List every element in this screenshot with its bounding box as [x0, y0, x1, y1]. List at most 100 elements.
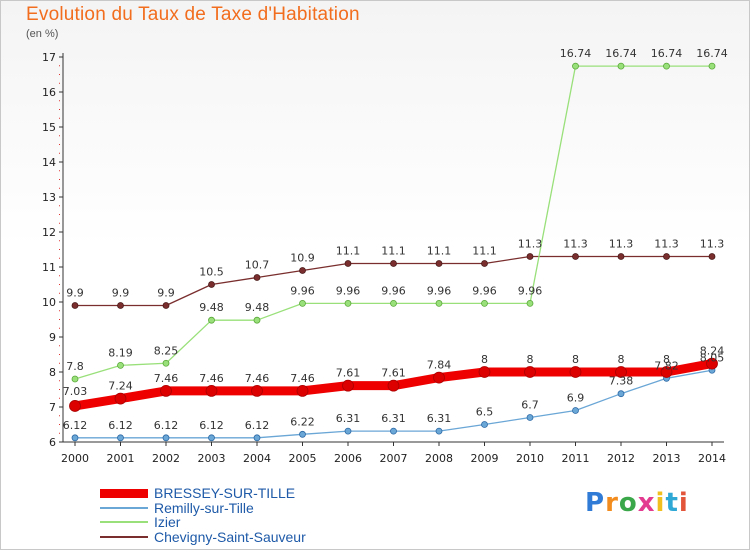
data-label: 11.1 — [336, 245, 361, 258]
data-point — [526, 299, 534, 307]
data-point — [481, 421, 488, 428]
x-tick-label: 2008 — [425, 452, 453, 465]
legend: BRESSEY-SUR-TILLE Remilly-sur-Tille Izier C… — [100, 486, 306, 544]
data-label: 10.9 — [290, 252, 315, 265]
data-label: 7.03 — [63, 385, 88, 398]
y-tick-label: 14 — [42, 156, 56, 169]
data-label: 9.9 — [157, 287, 175, 300]
y-tick-label: 7 — [49, 401, 56, 414]
data-point — [706, 357, 718, 370]
x-tick-label: 2011 — [562, 452, 590, 465]
data-point — [435, 260, 443, 267]
x-tick-label: 2000 — [61, 452, 89, 465]
data-label: 6.31 — [427, 412, 452, 425]
data-label: 16.74 — [560, 47, 592, 60]
data-point — [435, 299, 443, 307]
data-point — [253, 316, 261, 324]
x-tick-label: 2006 — [334, 452, 362, 465]
legend-swatch — [100, 506, 148, 509]
data-label: 7.46 — [290, 372, 315, 385]
data-label: 9.9 — [112, 287, 130, 300]
data-point — [69, 400, 81, 412]
legend-label: Izier — [154, 514, 181, 531]
data-label: 9.96 — [518, 284, 543, 297]
data-label: 6.9 — [567, 392, 585, 405]
data-label: 9.96 — [336, 284, 361, 297]
data-label: 11.1 — [427, 245, 452, 258]
x-tick-label: 2012 — [607, 452, 635, 465]
data-point — [344, 260, 352, 267]
data-point — [387, 379, 400, 392]
x-tick-label: 2007 — [380, 452, 408, 465]
legend-swatch — [100, 535, 148, 538]
y-tick-label: 16 — [42, 86, 56, 99]
data-label: 11.3 — [700, 238, 725, 251]
data-point — [708, 62, 716, 70]
data-point — [481, 260, 488, 267]
data-label: 7.38 — [609, 375, 634, 388]
data-label: 9.48 — [245, 301, 270, 314]
y-tick-label: 8 — [49, 366, 56, 379]
data-label: 6.12 — [245, 419, 270, 432]
data-label: 11.3 — [518, 238, 543, 251]
data-label: 6.7 — [521, 399, 539, 412]
data-label: 9.9 — [66, 287, 84, 300]
x-tick-label: 2009 — [471, 452, 499, 465]
data-label: 10.5 — [199, 266, 224, 279]
data-point — [572, 407, 579, 414]
data-label: 6.22 — [290, 415, 315, 428]
data-point — [162, 302, 170, 309]
legend-label: BRESSEY-SUR-TILLE — [154, 485, 296, 502]
data-label: 6.12 — [108, 419, 133, 432]
data-point — [208, 434, 215, 442]
data-label: 8 — [572, 353, 579, 366]
data-point — [433, 371, 445, 384]
x-tick-label: 2003 — [198, 452, 226, 465]
series-line-2 — [74, 65, 713, 380]
data-label: 6.5 — [476, 406, 494, 419]
data-label: 7.46 — [154, 372, 179, 385]
data-label: 16.74 — [605, 47, 637, 60]
y-tick-label: 13 — [42, 191, 56, 204]
x-tick-label: 2010 — [516, 452, 544, 465]
data-point — [617, 253, 625, 260]
data-point — [481, 299, 488, 307]
y-tick-label: 9 — [49, 331, 56, 344]
data-point — [617, 390, 625, 398]
legend-swatch — [100, 488, 148, 498]
chart-title: Evolution du Taux de Taxe d'Habitation — [26, 4, 360, 25]
data-label: 11.3 — [654, 238, 679, 251]
data-label: 7.61 — [381, 367, 406, 380]
data-point — [253, 274, 261, 281]
data-point — [572, 253, 579, 260]
y-tick-label: 11 — [42, 261, 56, 274]
x-tick-label: 2004 — [243, 452, 271, 465]
data-point — [117, 434, 124, 442]
data-label: 6.12 — [154, 419, 179, 432]
data-point — [208, 281, 215, 288]
data-point — [71, 375, 79, 383]
data-point — [251, 384, 263, 397]
data-label: 16.74 — [696, 47, 728, 60]
data-label: 9.48 — [199, 301, 224, 314]
data-label: 8 — [527, 353, 534, 366]
data-point — [253, 434, 261, 442]
legend-swatch — [100, 521, 148, 524]
data-label: 9.96 — [427, 284, 452, 297]
data-point — [114, 392, 127, 405]
data-label: 8 — [618, 353, 625, 366]
legend-item: Izier — [100, 515, 306, 530]
data-label: 8.25 — [154, 344, 179, 357]
data-point — [569, 366, 582, 378]
data-point — [208, 316, 215, 324]
data-label: 9.96 — [381, 284, 406, 297]
data-point — [435, 427, 443, 435]
data-point — [71, 434, 79, 442]
data-point — [205, 384, 218, 397]
data-point — [526, 414, 534, 421]
data-point — [117, 361, 124, 369]
y-tick-label: 10 — [42, 296, 56, 309]
data-point — [117, 302, 124, 309]
